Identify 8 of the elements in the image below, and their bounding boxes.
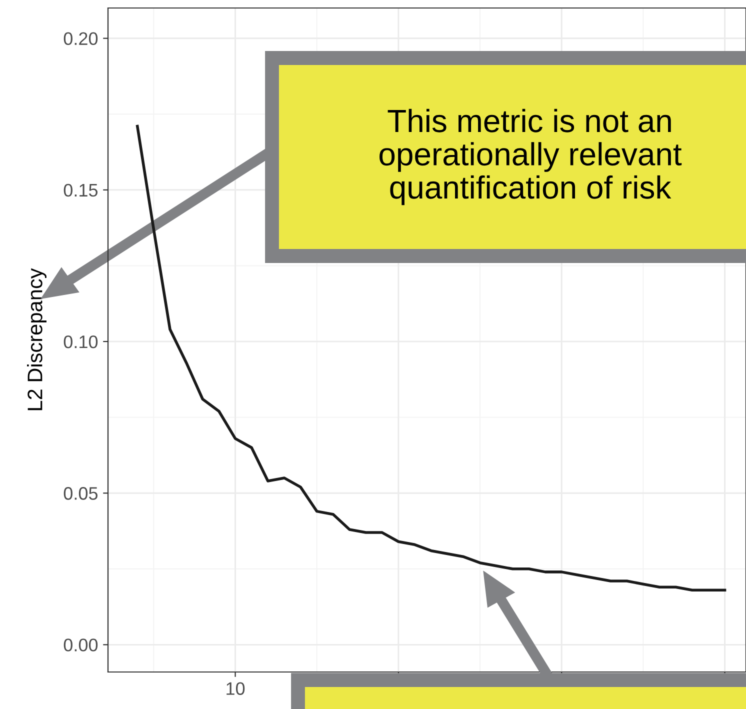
annotation: This metric is not an operationally relevant quantification of risk — [380, 108, 682, 206]
y-axis-title: L2 Discrepancy — [27, 268, 46, 410]
y-tick-label: 0.00 — [64, 638, 98, 652]
y-tick-label: 0.10 — [64, 335, 98, 348]
y-tick-label: 0.05 — [64, 487, 98, 500]
y-tick-label: 0.20 — [64, 32, 98, 46]
x-tick-label: 10 — [226, 682, 245, 695]
y-tick-label: 0.15 — [64, 184, 98, 197]
